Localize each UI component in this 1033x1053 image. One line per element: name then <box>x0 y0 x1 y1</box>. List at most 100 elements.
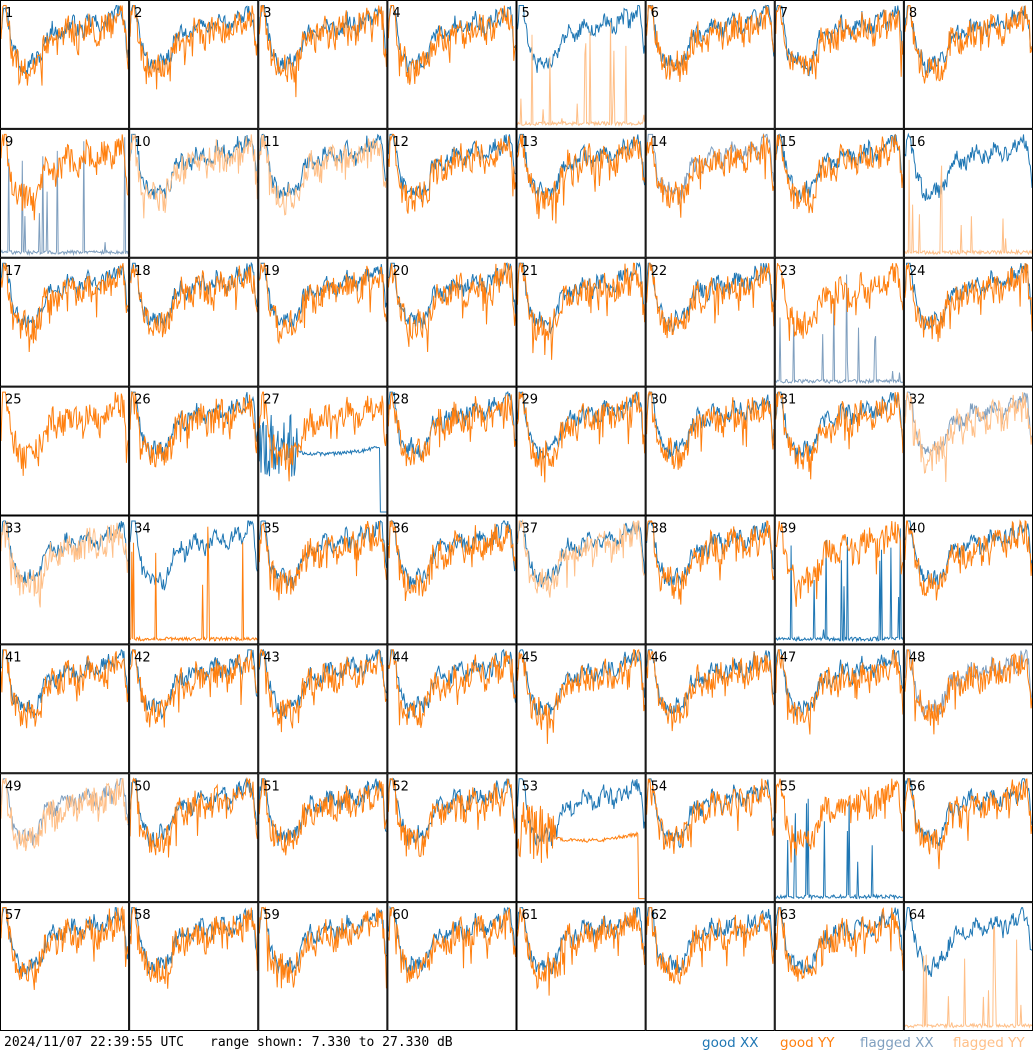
series-yy-flagged <box>517 519 646 598</box>
panel-15: 15 <box>774 128 904 258</box>
series-xx-good <box>0 262 129 329</box>
series-yy-good <box>258 906 387 989</box>
series-yy-good <box>646 262 775 339</box>
series-xx-good <box>517 133 646 200</box>
panel-50: 50 <box>129 773 259 903</box>
panel-17: 17 <box>0 257 130 387</box>
panel-1: 1 <box>0 0 130 129</box>
panel-label: 32 <box>909 393 926 408</box>
series-yy-good <box>517 907 646 996</box>
panel-label: 52 <box>392 779 409 794</box>
panel-label: 47 <box>780 650 797 665</box>
panel-35: 35 <box>258 515 388 645</box>
panel-37: 37 <box>516 515 646 645</box>
panel-frame <box>129 902 259 1031</box>
panel-31: 31 <box>774 386 904 516</box>
panel-frame <box>774 0 904 129</box>
series-yy-good <box>646 5 775 83</box>
panel-frame <box>387 128 517 258</box>
panel-label: 33 <box>5 522 22 537</box>
panel-frame <box>516 773 646 903</box>
panel-47: 47 <box>774 644 904 774</box>
panel-58: 58 <box>129 902 259 1031</box>
panel-38: 38 <box>645 515 775 645</box>
panel-label: 5 <box>522 6 530 21</box>
panel-frame <box>129 773 259 903</box>
panel-24: 24 <box>903 257 1033 387</box>
panel-label: 59 <box>263 908 280 923</box>
panel-label: 8 <box>909 6 917 21</box>
panel-label: 41 <box>5 650 22 665</box>
panel-label: 22 <box>651 264 668 279</box>
panel-34: 34 <box>129 515 259 645</box>
legend-good-yy: good YY <box>780 1035 835 1051</box>
panel-53: 53 <box>516 773 646 903</box>
series-yy-good <box>517 802 645 900</box>
series-yy-good <box>904 649 1033 735</box>
panel-52: 52 <box>387 773 517 903</box>
series-yy-good <box>517 392 646 483</box>
series-yy-good <box>0 133 129 221</box>
panel-label: 48 <box>909 650 926 665</box>
series-yy-good <box>517 262 646 360</box>
series-yy-good <box>646 907 775 985</box>
panel-frame <box>0 902 130 1031</box>
series-yy-good <box>0 905 129 990</box>
series-yy-good <box>129 649 258 728</box>
series-xx-good <box>646 4 775 72</box>
panel-frame <box>0 773 130 903</box>
panel-label: 36 <box>392 522 409 537</box>
panel-8: 8 <box>903 0 1033 129</box>
series-yy-good <box>387 391 516 467</box>
panel-44: 44 <box>387 644 517 774</box>
panel-frame <box>258 128 388 258</box>
series-yy-good <box>775 520 904 607</box>
panel-frame <box>387 386 517 516</box>
panel-label: 53 <box>522 779 539 794</box>
series-yy-good <box>258 5 387 98</box>
panel-40: 40 <box>903 515 1033 645</box>
panel-frame <box>774 902 904 1031</box>
panel-64: 64 <box>903 902 1033 1031</box>
series-yy-flagged <box>129 134 258 219</box>
panel-frame <box>387 0 517 129</box>
panel-label: 29 <box>522 393 539 408</box>
panel-46: 46 <box>645 644 775 774</box>
panel-frame <box>0 386 130 516</box>
panel-60: 60 <box>387 902 517 1031</box>
panel-label: 61 <box>522 908 539 923</box>
series-yy-good <box>129 5 258 90</box>
panel-label: 54 <box>651 779 668 794</box>
series-yy-good <box>646 649 775 732</box>
panel-frame <box>516 644 646 774</box>
panel-frame <box>387 257 517 387</box>
series-xx-good <box>258 5 387 75</box>
legend-good-xx: good XX <box>702 1035 759 1051</box>
panel-16: 16 <box>903 128 1033 258</box>
panel-label: 30 <box>651 393 668 408</box>
panel-62: 62 <box>645 902 775 1031</box>
panel-63: 63 <box>774 902 904 1031</box>
panel-54: 54 <box>645 773 775 903</box>
panel-45: 45 <box>516 644 646 774</box>
series-yy-good <box>904 778 1033 870</box>
panel-label: 60 <box>392 908 409 923</box>
series-xx-good <box>904 5 1033 75</box>
panel-frame <box>774 644 904 774</box>
panel-label: 13 <box>522 135 539 150</box>
series-yy-good <box>775 5 904 80</box>
panel-frame <box>645 386 775 516</box>
panel-48: 48 <box>903 644 1033 774</box>
series-yy-good <box>0 649 129 729</box>
series-xx-good <box>775 528 904 643</box>
panel-13: 13 <box>516 128 646 258</box>
panel-28: 28 <box>387 386 517 516</box>
panel-label: 10 <box>134 135 151 150</box>
panel-label: 16 <box>909 135 926 150</box>
panel-61: 61 <box>516 902 646 1031</box>
timestamp: 2024/11/07 22:39:55 UTC <box>4 1035 185 1050</box>
panel-frame <box>645 644 775 774</box>
panel-33: 33 <box>0 515 130 645</box>
series-yy-flagged <box>904 925 1033 1029</box>
